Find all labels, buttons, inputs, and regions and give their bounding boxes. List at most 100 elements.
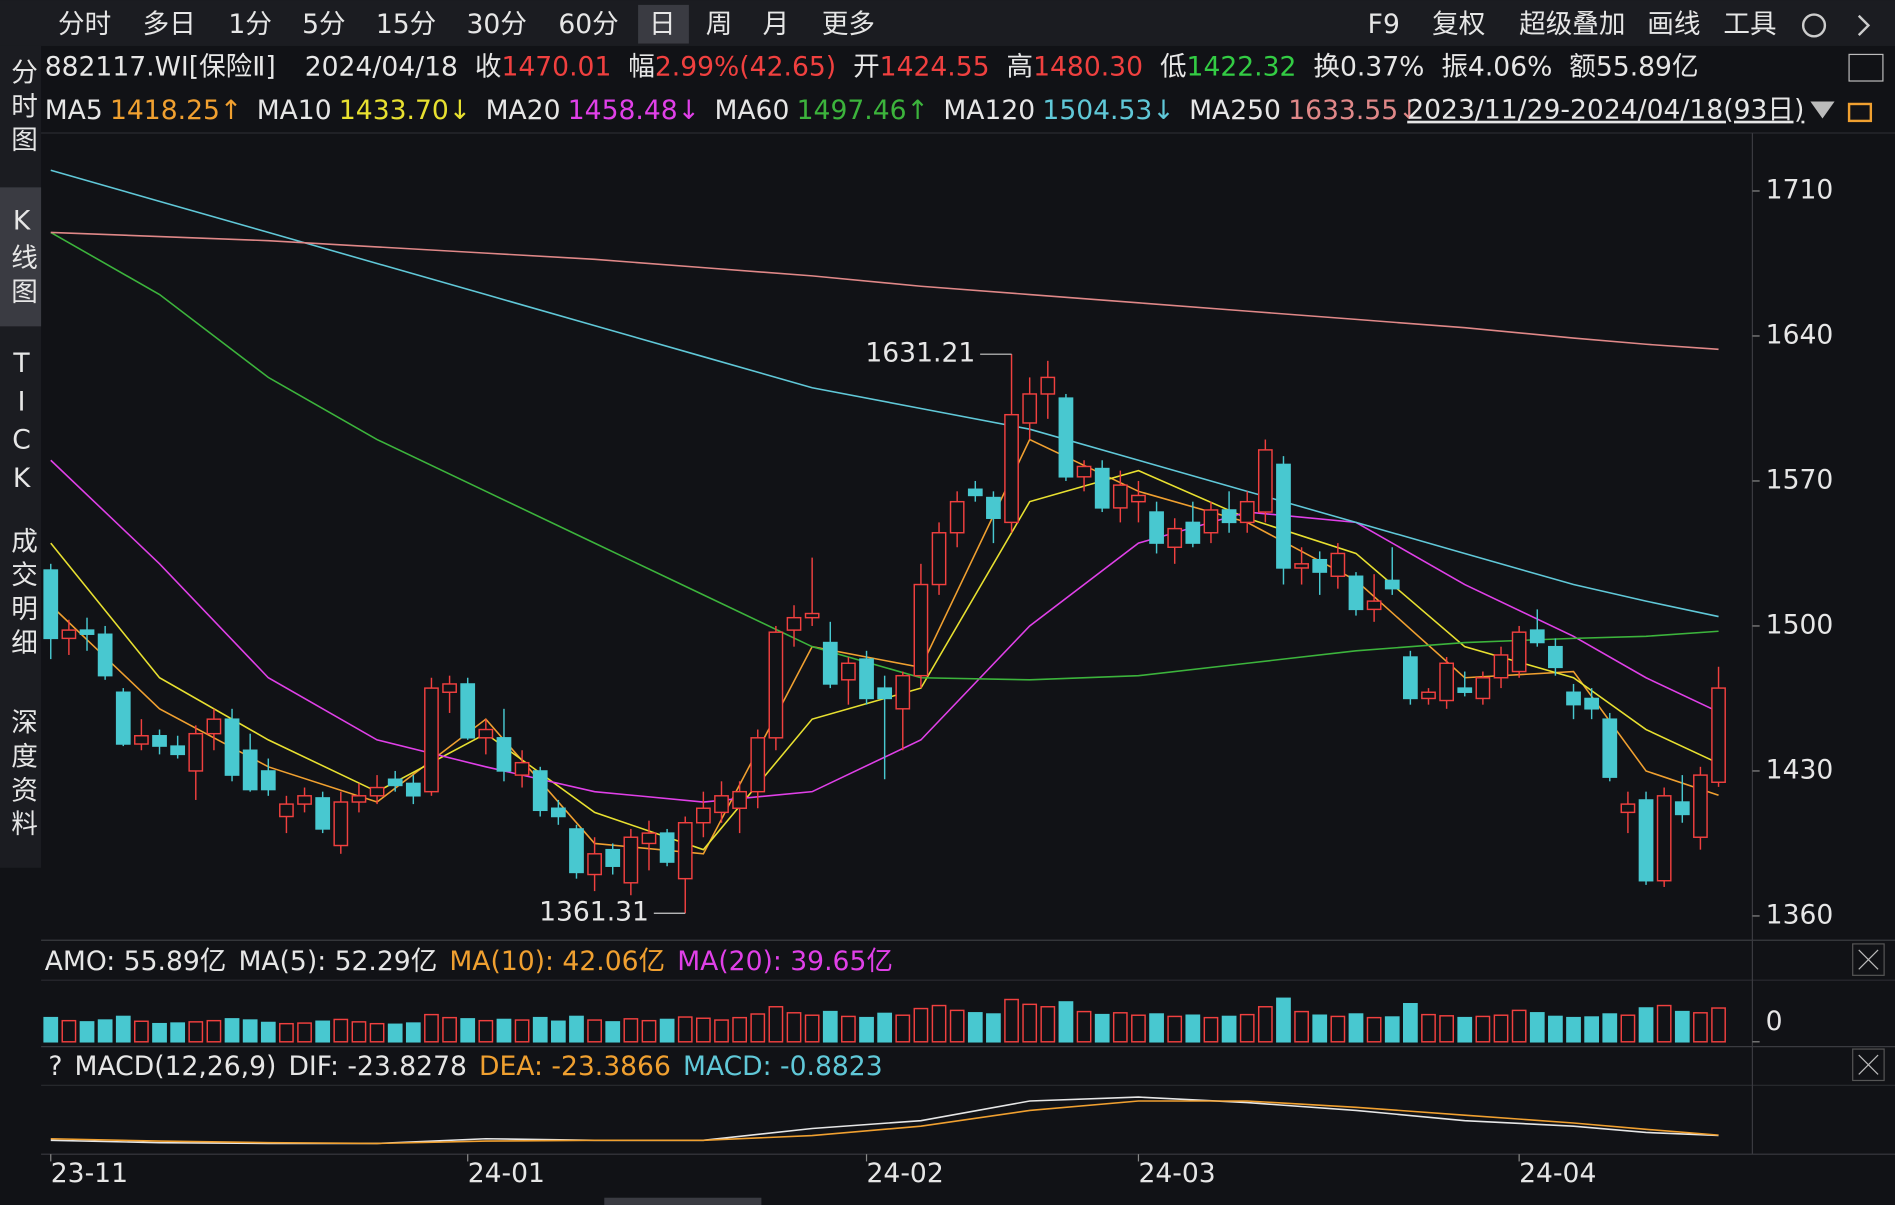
candle-body (424, 687, 439, 793)
toolbar-tab[interactable]: 1分 (228, 9, 272, 40)
toolbar-tab[interactable]: 日 (649, 9, 676, 40)
candle-body (188, 732, 204, 772)
settings-icon[interactable] (1801, 13, 1827, 38)
macd-line (50, 1100, 1719, 1145)
toolbar-tab[interactable]: 分时 (58, 9, 111, 40)
date-range[interactable]: 2023/11/29-2024/04/18(93日) (1407, 95, 1804, 126)
side-selected (0, 187, 42, 327)
volume-bar (315, 1020, 331, 1043)
candle-body (1294, 563, 1309, 569)
volume-bar (1203, 1016, 1219, 1043)
tool-button[interactable]: 复权 (1432, 9, 1485, 40)
candle-body (1529, 629, 1545, 644)
volume-bar (1312, 1014, 1328, 1043)
volume-bar (623, 1018, 639, 1043)
volume-bar (478, 1019, 494, 1043)
toolbar-tab[interactable]: 5分 (302, 9, 345, 40)
volume-bar (569, 1015, 584, 1043)
candle-body (1239, 500, 1255, 524)
candle-body (460, 683, 476, 739)
candle-body (859, 658, 874, 700)
candle-body (895, 674, 911, 710)
candle-body (569, 828, 584, 874)
volume-bar (786, 1012, 802, 1043)
tool-button[interactable]: 画线 (1647, 9, 1700, 40)
candle-body (478, 728, 494, 739)
candle-body (641, 832, 657, 845)
candle-body (1185, 521, 1201, 544)
macd-legend-item: MACD(12,26,9) (75, 1051, 277, 1082)
volume-bar (514, 1019, 530, 1043)
toolbar-tab[interactable]: 月 (763, 9, 790, 40)
close-button[interactable] (1852, 943, 1885, 976)
volume-bar (1421, 1013, 1436, 1043)
candle-body (1693, 774, 1708, 838)
toolbar-tab[interactable]: 更多 (822, 9, 875, 40)
side-tab[interactable]: 成交明细 (6, 527, 37, 662)
volume-bar (442, 1016, 457, 1043)
candle-body (659, 832, 675, 863)
y-tick-label: 1570 (1766, 464, 1834, 495)
candle-body (677, 822, 693, 880)
volume-bar (696, 1017, 711, 1043)
candle-body (1457, 687, 1473, 693)
tool-button[interactable]: 超级叠加 (1519, 9, 1625, 40)
toolbar-tab[interactable]: 15分 (376, 9, 436, 40)
close-button[interactable] (1852, 1048, 1885, 1082)
tool-button[interactable]: 工具 (1723, 9, 1776, 40)
quote-value: 1422.32 (1187, 51, 1297, 82)
candle-body (260, 770, 276, 791)
volume-bar (732, 1016, 748, 1043)
volume-bar (1058, 1001, 1074, 1043)
candle-body (1221, 509, 1237, 524)
scrollbar[interactable] (604, 1197, 762, 1205)
volume-bar (1185, 1014, 1201, 1043)
volume-bar (532, 1016, 548, 1043)
side-tab[interactable]: 分时图 (6, 58, 37, 160)
volume-bar (1656, 1004, 1672, 1043)
candle-body (750, 737, 766, 793)
dropdown-icon[interactable] (1810, 101, 1835, 119)
volume-bar (1004, 998, 1019, 1043)
candle-body (115, 691, 131, 745)
volume-bar (224, 1018, 240, 1043)
ma-line (50, 231, 1719, 351)
ma-name: MA120 (943, 95, 1035, 126)
volume-bar (297, 1022, 312, 1043)
toolbar-tab[interactable]: 60分 (558, 9, 618, 40)
lock-icon[interactable] (1847, 102, 1873, 123)
volume-bar (43, 1016, 59, 1043)
code: 882117.WI[保险Ⅱ] (45, 51, 276, 82)
side-tab[interactable]: 深度资料 (6, 708, 37, 843)
volume-bar (170, 1022, 186, 1043)
volume-bar (714, 1019, 729, 1043)
wp-icon[interactable] (1848, 53, 1884, 82)
side-tab[interactable]: K线图 (6, 205, 37, 311)
volume-bar (387, 1023, 403, 1043)
volume-bar (369, 1022, 385, 1043)
side-tab[interactable]: TICK (6, 348, 37, 501)
tool-button[interactable]: F9 (1368, 9, 1400, 40)
candle-body (1040, 376, 1056, 395)
toolbar-tab[interactable]: 30分 (467, 9, 527, 40)
candle-body (804, 612, 820, 619)
candle-body (206, 718, 222, 735)
toolbar-tab[interactable]: 多日 (143, 9, 196, 40)
volume-bar (931, 1004, 947, 1043)
candle-body (1312, 558, 1328, 573)
toolbar-tab[interactable]: 周 (706, 9, 733, 40)
toolbar-bg (0, 0, 1895, 46)
ma-value: 1633.55↓ (1288, 95, 1420, 126)
volume-bar (1348, 1013, 1364, 1043)
next-icon[interactable] (1857, 14, 1871, 36)
volume-bar (1620, 1014, 1636, 1043)
ma-value: 1458.48↓ (568, 95, 700, 126)
volume-bar (1040, 1006, 1056, 1043)
volume-bar (1294, 1010, 1309, 1043)
candle-body (1384, 579, 1400, 590)
volume-bar (750, 1013, 766, 1043)
ma-name: MA5 (45, 95, 103, 126)
candle-body (967, 488, 983, 497)
